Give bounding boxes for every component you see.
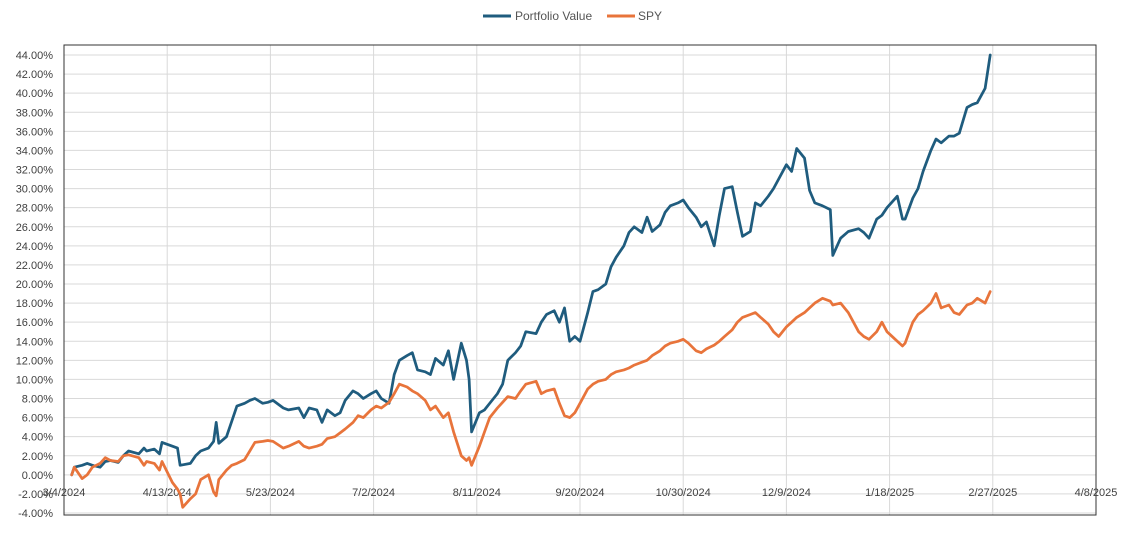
y-tick-label: 44.00% [16, 50, 54, 62]
y-tick-label: 28.00% [16, 203, 54, 215]
legend: Portfolio Value SPY [483, 9, 662, 23]
y-tick-label: 0.00% [22, 470, 53, 482]
y-tick-label: 34.00% [16, 145, 54, 157]
y-tick-label: 8.00% [22, 394, 53, 406]
series-line-portfolio-value [70, 53, 992, 477]
x-tick-label: 8/11/2024 [453, 487, 501, 499]
y-tick-label: -4.00% [18, 508, 53, 520]
y-axis: -4.00% -2.00% 0.00% 2.00% 4.00% 6.00% 8.00% 10.… [16, 50, 54, 520]
y-tick-label: 12.00% [16, 355, 54, 367]
x-tick-label: 4/13/2024 [143, 487, 192, 499]
y-tick-label: 18.00% [16, 298, 54, 310]
x-tick-label: 2/27/2025 [968, 487, 1017, 499]
x-tick-label: 5/23/2024 [246, 487, 295, 499]
y-tick-label: 42.00% [16, 69, 54, 81]
y-tick-label: 16.00% [16, 317, 54, 329]
y-tick-label: 14.00% [16, 336, 54, 348]
x-tick-label: 12/9/2024 [762, 487, 811, 499]
y-tick-label: 30.00% [16, 184, 54, 196]
legend-label-spy: SPY [638, 9, 662, 23]
y-tick-label: -2.00% [18, 489, 53, 501]
legend-label-portfolio-value: Portfolio Value [515, 9, 592, 23]
x-tick-label: 10/30/2024 [656, 487, 711, 499]
x-tick-label: 7/2/2024 [352, 487, 395, 499]
y-tick-label: 10.00% [16, 374, 54, 386]
x-tick-label: 3/4/2024 [43, 487, 86, 499]
y-tick-label: 2.00% [22, 451, 53, 463]
x-axis: 3/4/2024 4/13/2024 5/23/2024 7/2/2024 8/11/2… [43, 487, 1118, 499]
plot-area-border [63, 44, 1097, 516]
y-tick-label: 38.00% [16, 107, 54, 119]
y-tick-label: 6.00% [22, 413, 53, 425]
x-tick-label: 1/18/2025 [865, 487, 914, 499]
x-tick-label: 9/20/2024 [556, 487, 605, 499]
y-tick-label: 4.00% [22, 432, 53, 444]
y-tick-label: 32.00% [16, 165, 54, 177]
x-tick-label: 4/8/2025 [1075, 487, 1118, 499]
series-line-spy [70, 290, 992, 509]
y-tick-label: 40.00% [16, 88, 54, 100]
series-lines [70, 53, 992, 509]
y-tick-label: 22.00% [16, 260, 54, 272]
y-tick-label: 20.00% [16, 279, 54, 291]
y-tick-label: 36.00% [16, 126, 54, 138]
y-tick-label: 26.00% [16, 222, 54, 234]
y-tick-label: 24.00% [16, 241, 54, 253]
